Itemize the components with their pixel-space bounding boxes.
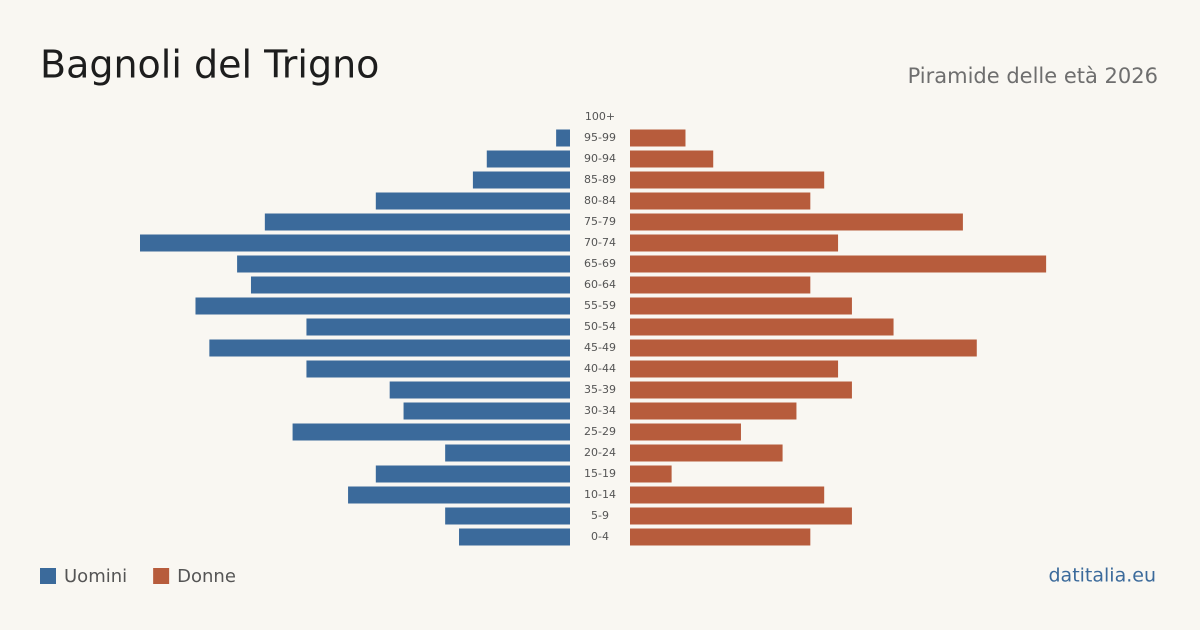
age-label: 55-59 <box>584 299 616 312</box>
legend-label: Donne <box>177 566 236 587</box>
legend-swatch <box>40 568 56 584</box>
bar-female <box>630 192 811 210</box>
age-label: 100+ <box>585 110 615 123</box>
age-label: 95-99 <box>584 131 616 144</box>
bar-male <box>292 423 570 441</box>
age-label: 35-39 <box>584 383 616 396</box>
bar-male <box>375 465 570 483</box>
legend-label: Uomini <box>64 566 127 587</box>
age-label: 40-44 <box>584 362 616 375</box>
age-label: 0-4 <box>591 530 609 543</box>
age-label: 20-24 <box>584 446 616 459</box>
bar-male <box>389 381 570 399</box>
age-label: 30-34 <box>584 404 616 417</box>
bar-male <box>486 150 570 168</box>
bar-female <box>630 255 1047 273</box>
bar-female <box>630 318 894 336</box>
bar-male <box>306 360 570 378</box>
age-label: 85-89 <box>584 173 616 186</box>
age-label: 10-14 <box>584 488 616 501</box>
chart-title: Bagnoli del Trigno <box>40 43 379 87</box>
age-label: 75-79 <box>584 215 616 228</box>
bar-male <box>556 129 570 147</box>
bar-female <box>630 339 977 357</box>
bar-male <box>195 297 570 315</box>
bar-female <box>630 381 852 399</box>
bar-female <box>630 360 839 378</box>
bar-female <box>630 402 797 420</box>
bar-male <box>348 486 570 504</box>
bar-female <box>630 465 672 483</box>
age-label: 90-94 <box>584 152 616 165</box>
source: datitalia.eu <box>1049 565 1157 587</box>
bar-female <box>630 150 714 168</box>
bar-male <box>306 318 570 336</box>
age-label: 65-69 <box>584 257 616 270</box>
legend-swatch <box>153 568 170 584</box>
bar-female <box>630 276 811 294</box>
bar-male <box>445 444 570 462</box>
bar-male <box>209 339 570 357</box>
age-label: 5-9 <box>591 509 609 522</box>
bar-female <box>630 444 783 462</box>
bar-male <box>140 234 570 252</box>
bar-female <box>630 528 811 546</box>
bar-female <box>630 297 852 315</box>
bar-female <box>630 423 741 441</box>
bar-male <box>264 213 570 231</box>
age-label: 70-74 <box>584 236 616 249</box>
bar-male <box>472 171 570 189</box>
bar-male <box>250 276 570 294</box>
bar-female <box>630 213 963 231</box>
age-label: 50-54 <box>584 320 616 333</box>
age-label: 80-84 <box>584 194 616 207</box>
bar-female <box>630 171 825 189</box>
bar-male <box>459 528 570 546</box>
chart-subtitle: Piramide delle età 2026 <box>908 64 1158 88</box>
bar-female <box>630 234 839 252</box>
bar-male <box>375 192 570 210</box>
age-label: 45-49 <box>584 341 616 354</box>
bar-female <box>630 129 686 147</box>
bar-male <box>237 255 570 273</box>
bar-male <box>445 507 570 525</box>
bar-male <box>403 402 570 420</box>
age-label: 15-19 <box>584 467 616 480</box>
age-label: 60-64 <box>584 278 616 291</box>
bar-female <box>630 507 852 525</box>
age-label: 25-29 <box>584 425 616 438</box>
bar-female <box>630 486 825 504</box>
